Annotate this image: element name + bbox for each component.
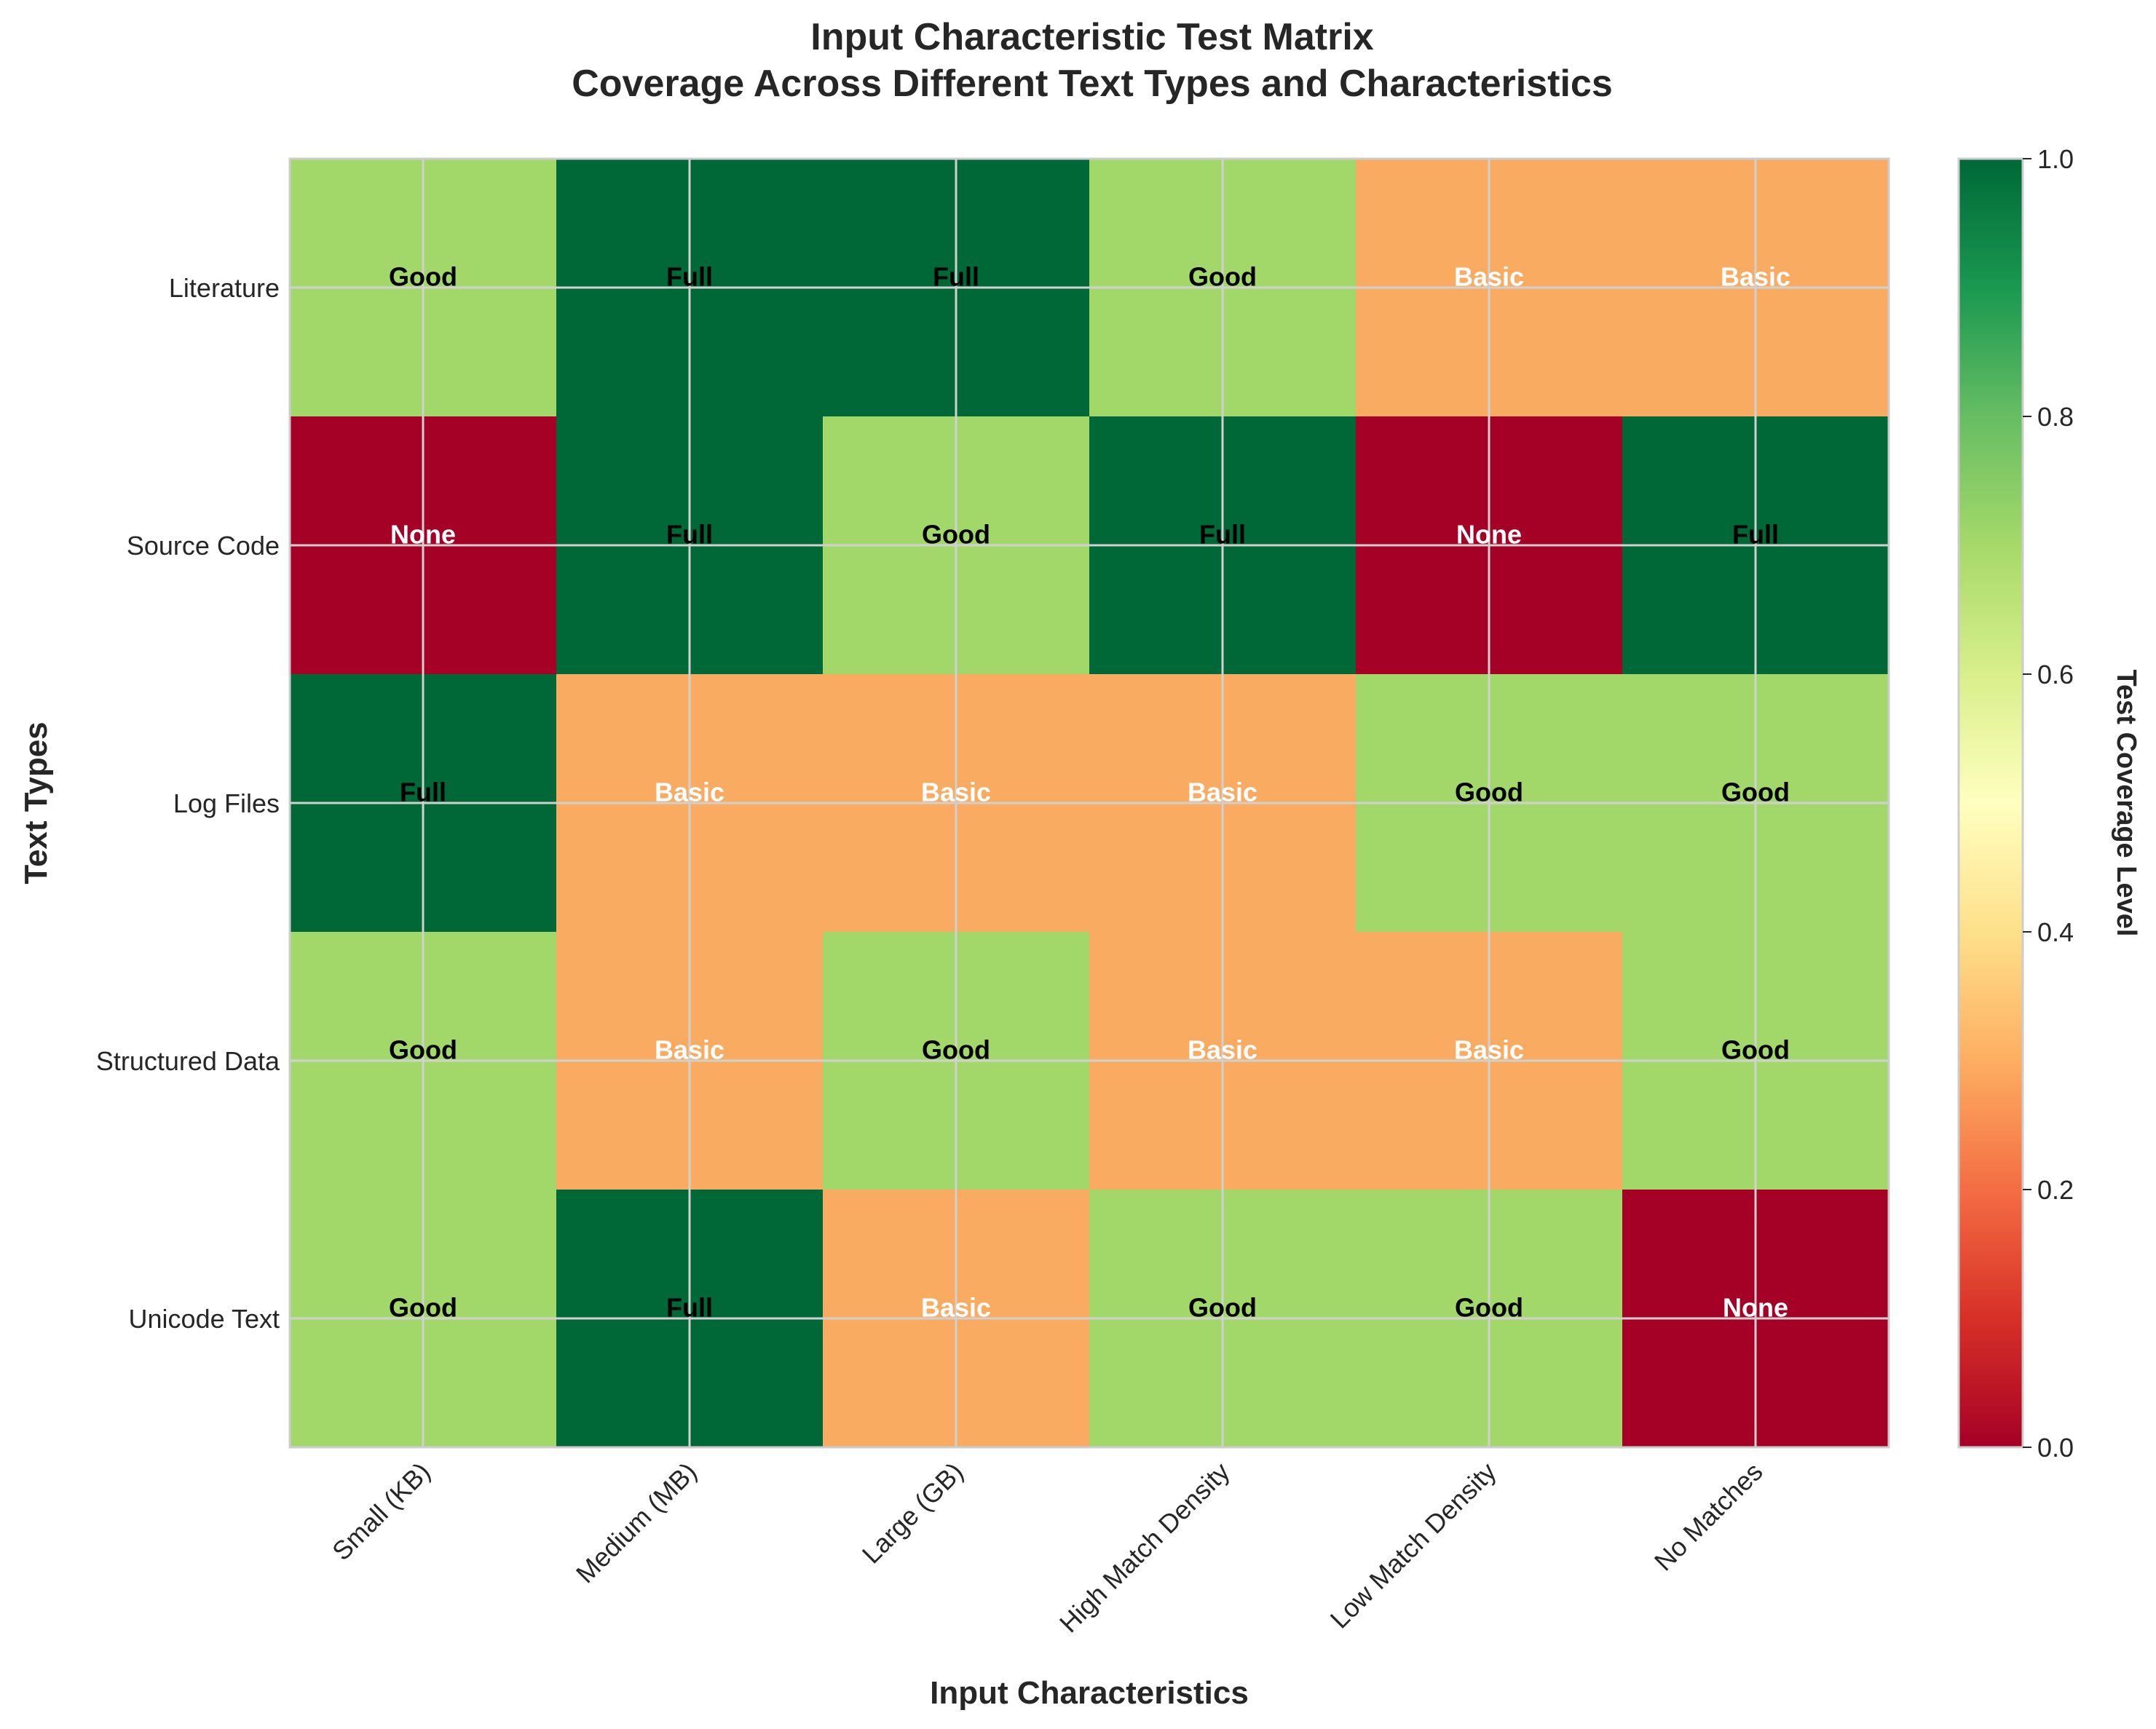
colorbar-label: Test Coverage Level [2111,670,2141,937]
cell-value-label: None [1456,520,1522,550]
cell-value-label: Good [389,262,457,292]
colorbar: 0.0 0.2 0.4 0.6 0.8 1.0 Test Coverage Level [1957,144,2141,1463]
cell-value-label: Good [1721,1035,1790,1065]
cell-value-label: Good [389,1035,457,1065]
cell-value-label: Basic [921,778,991,807]
x-tick-label: No Matches [1648,1457,1769,1577]
x-tick-labels: Small (KB) Medium (MB) Large (GB) High Matc… [326,1457,1769,1639]
y-tick-label: Source Code [127,531,280,561]
y-tick-labels: Literature Source Code Log Files Structured… [96,273,280,1334]
colorbar-tick-label: 0.4 [2037,917,2074,947]
cell-value-label: Full [666,520,713,550]
cell-value-label: Good [1455,1293,1523,1323]
cell-value-label: Basic [1721,262,1790,292]
y-tick-label: Literature [169,273,280,303]
colorbar-tick-label: 0.2 [2037,1175,2074,1205]
y-tick-label: Log Files [173,788,280,818]
cell-value-label: Good [1188,262,1257,292]
cell-value-label: Basic [1454,262,1524,292]
cell-value-label: Full [400,778,446,807]
x-tick-label: Large (GB) [856,1457,969,1570]
cell-value-label: Full [666,1293,713,1323]
colorbar-tick-label: 1.0 [2037,144,2074,174]
cell-value-label: Good [922,1035,990,1065]
x-tick-label: Low Match Density [1324,1457,1502,1634]
cell-value-label: Good [389,1293,457,1323]
y-tick-label: Unicode Text [129,1304,280,1334]
x-tick-label: Small (KB) [326,1457,436,1567]
colorbar-tick-label: 0.0 [2037,1433,2074,1463]
cell-value-label: None [1723,1293,1788,1323]
colorbar-tick-label: 0.8 [2037,402,2074,432]
cell-value-label: Basic [1188,778,1257,807]
cell-value-label: Full [1732,520,1779,550]
colorbar-gradient [1957,157,2024,1449]
y-axis-label: Text Types [18,721,54,884]
cell-value-label: Good [1721,778,1790,807]
cell-value-label: Full [666,262,713,292]
cell-value-label: Good [1455,778,1523,807]
x-tick-label: Medium (MB) [570,1457,703,1589]
cell-value-label: Good [922,520,990,550]
chart-subtitle: Coverage Across Different Text Types and… [572,63,1613,105]
cell-value-label: Basic [655,1035,724,1065]
colorbar-tick-label: 0.6 [2037,660,2074,689]
chart-title: Input Characteristic Test Matrix [810,16,1374,58]
x-tick-label: High Match Density [1054,1457,1236,1639]
cell-value-label: Basic [655,778,724,807]
cell-value-label: Basic [921,1293,991,1323]
cell-value-label: None [390,520,456,550]
cell-value-label: Basic [1188,1035,1257,1065]
x-axis-label: Input Characteristics [930,1675,1249,1711]
cell-value-label: Full [933,262,979,292]
cell-value-label: Good [1188,1293,1257,1323]
cell-value-label: Basic [1454,1035,1524,1065]
heatmap-cell-labels: Good Full Full Good Basic Basic None Full Good Fu… [389,262,1790,1323]
heatmap-grid [290,159,1889,1447]
y-tick-label: Structured Data [96,1046,280,1076]
plot-frame [288,157,1890,1449]
colorbar-ticks: 0.0 0.2 0.4 0.6 0.8 1.0 [2023,144,2074,1463]
cell-value-label: Full [1199,520,1246,550]
